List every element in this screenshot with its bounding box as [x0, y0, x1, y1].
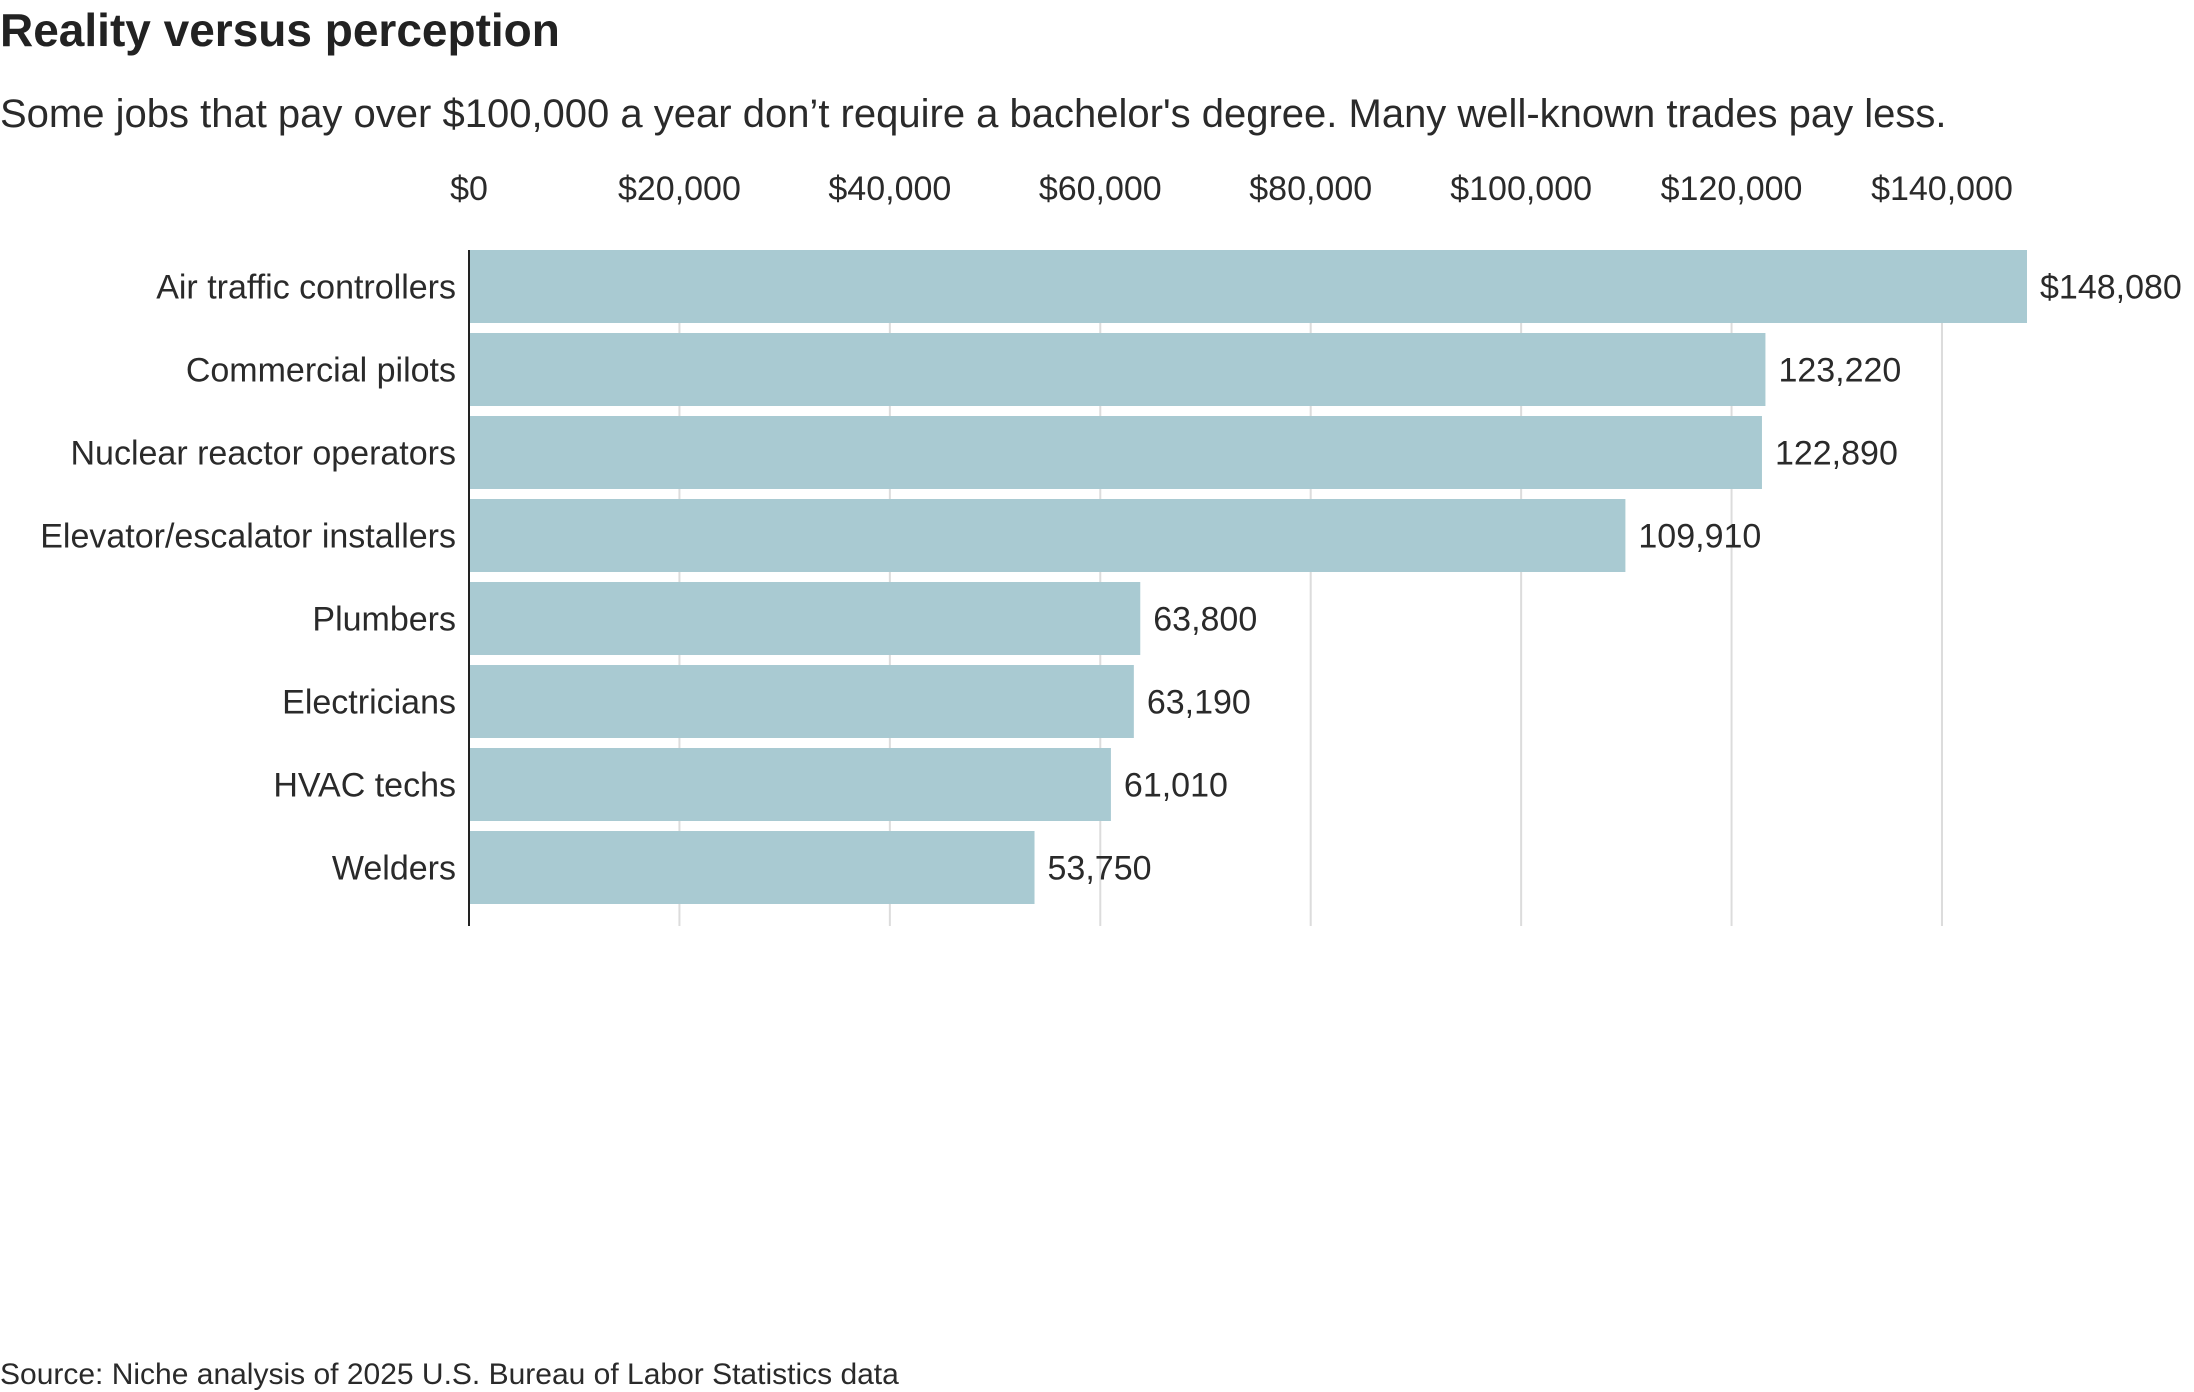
- x-axis-ticks: $0 $20,000 $40,000 $60,000 $80,000 $100,000 $1…: [450, 170, 2013, 208]
- category-label: Welders: [332, 850, 456, 888]
- value-label: 109,910: [1638, 518, 1761, 556]
- category-labels: Air traffic controllers Commercial pilots…: [40, 269, 456, 888]
- value-label: 63,800: [1153, 601, 1257, 639]
- category-label: Nuclear reactor operators: [70, 435, 456, 473]
- bar: [469, 250, 2027, 323]
- bar: [469, 499, 1626, 572]
- bar: [469, 416, 1762, 489]
- bar: [469, 582, 1141, 655]
- category-label: Elevator/escalator installers: [40, 518, 456, 556]
- bar: [469, 831, 1035, 904]
- value-label: 122,890: [1775, 435, 1898, 473]
- x-tick-label: $100,000: [1450, 170, 1592, 208]
- chart-title: Reality versus perception: [0, 4, 560, 56]
- value-label: $148,080: [2040, 269, 2182, 307]
- bar: [469, 665, 1134, 738]
- bar: [469, 748, 1111, 821]
- bars: [469, 250, 2027, 904]
- category-label: Electricians: [282, 684, 456, 722]
- chart-subtitle: Some jobs that pay over $100,000 a year …: [0, 92, 1947, 136]
- x-tick-label: $0: [450, 170, 488, 208]
- category-label: HVAC techs: [273, 767, 456, 805]
- category-label: Commercial pilots: [186, 352, 456, 390]
- x-tick-label: $80,000: [1249, 170, 1372, 208]
- category-label: Air traffic controllers: [156, 269, 456, 307]
- value-labels: $148,080 123,220 122,890 109,910 63,800 63,19…: [1048, 269, 2182, 888]
- x-tick-label: $140,000: [1871, 170, 2013, 208]
- x-tick-label: $20,000: [618, 170, 741, 208]
- bar: [469, 333, 1766, 406]
- x-tick-label: $40,000: [828, 170, 951, 208]
- value-label: 123,220: [1778, 352, 1901, 390]
- value-label: 63,190: [1147, 684, 1251, 722]
- x-tick-label: $120,000: [1661, 170, 1803, 208]
- value-label: 53,750: [1048, 850, 1152, 888]
- x-tick-label: $60,000: [1039, 170, 1162, 208]
- source-note: Source: Niche analysis of 2025 U.S. Bure…: [0, 1358, 899, 1391]
- value-label: 61,010: [1124, 767, 1228, 805]
- category-label: Plumbers: [312, 601, 456, 639]
